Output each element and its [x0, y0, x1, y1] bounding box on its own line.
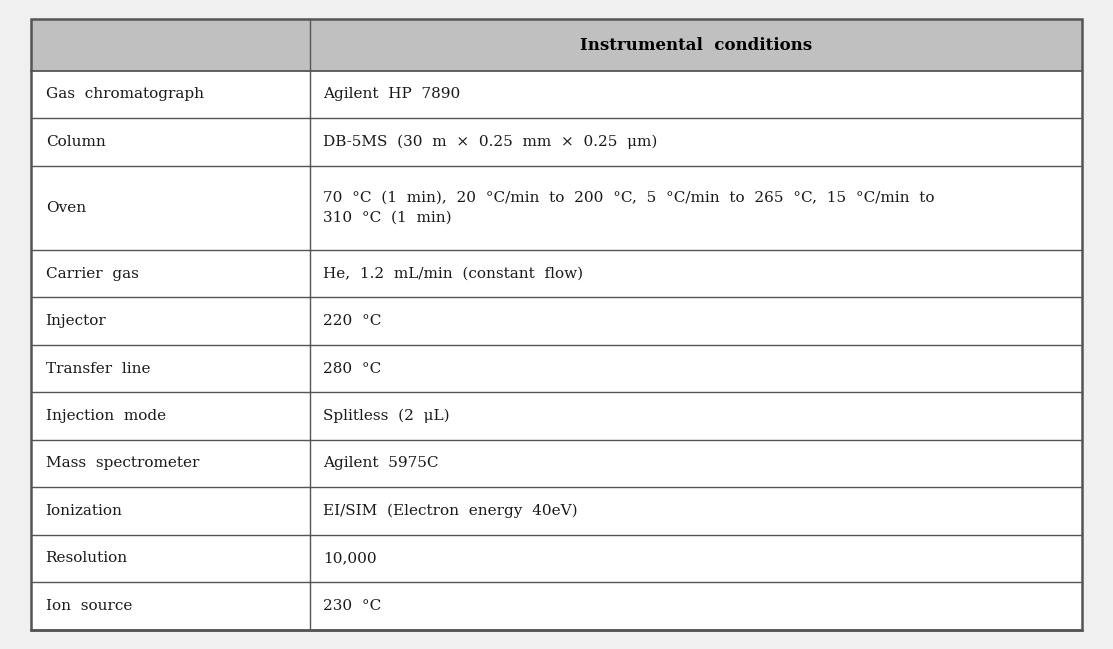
- Bar: [31, 440, 309, 487]
- Text: Injection  mode: Injection mode: [46, 409, 166, 423]
- Bar: [309, 392, 1082, 440]
- Text: Transfer  line: Transfer line: [46, 361, 150, 376]
- Text: Carrier  gas: Carrier gas: [46, 267, 138, 280]
- Text: EI/SIM  (Electron  energy  40eV): EI/SIM (Electron energy 40eV): [323, 504, 578, 518]
- Bar: [31, 345, 309, 392]
- Text: 280  °C: 280 °C: [323, 361, 381, 376]
- Bar: [31, 582, 309, 630]
- Text: Agilent  5975C: Agilent 5975C: [323, 456, 439, 471]
- Bar: [31, 392, 309, 440]
- Text: Gas  chromatograph: Gas chromatograph: [46, 88, 204, 101]
- Bar: [309, 19, 1082, 71]
- Bar: [309, 487, 1082, 535]
- Bar: [309, 297, 1082, 345]
- Bar: [31, 118, 309, 165]
- Text: Resolution: Resolution: [46, 552, 128, 565]
- Text: Agilent  HP  7890: Agilent HP 7890: [323, 88, 460, 101]
- Text: 70  °C  (1  min),  20  °C/min  to  200  °C,  5  °C/min  to  265  °C,  15  °C/min: 70 °C (1 min), 20 °C/min to 200 °C, 5 °C…: [323, 191, 935, 225]
- Text: Oven: Oven: [46, 201, 86, 215]
- Bar: [309, 582, 1082, 630]
- Bar: [31, 19, 309, 71]
- Text: Mass  spectrometer: Mass spectrometer: [46, 456, 199, 471]
- Text: 220  °C: 220 °C: [323, 314, 382, 328]
- Bar: [31, 535, 309, 582]
- Bar: [31, 487, 309, 535]
- Bar: [309, 250, 1082, 297]
- Text: Ionization: Ionization: [46, 504, 122, 518]
- Text: He,  1.2  mL/min  (constant  flow): He, 1.2 mL/min (constant flow): [323, 267, 583, 280]
- Text: 230  °C: 230 °C: [323, 599, 381, 613]
- Bar: [309, 165, 1082, 250]
- Text: 10,000: 10,000: [323, 552, 376, 565]
- Bar: [31, 71, 309, 118]
- Text: Splitless  (2  μL): Splitless (2 μL): [323, 409, 450, 423]
- Bar: [309, 345, 1082, 392]
- Bar: [309, 118, 1082, 165]
- Text: Column: Column: [46, 135, 106, 149]
- Text: Injector: Injector: [46, 314, 107, 328]
- Bar: [309, 71, 1082, 118]
- Bar: [309, 535, 1082, 582]
- Bar: [31, 297, 309, 345]
- Text: Ion  source: Ion source: [46, 599, 132, 613]
- Bar: [31, 250, 309, 297]
- Bar: [309, 440, 1082, 487]
- Bar: [31, 165, 309, 250]
- Text: Instrumental  conditions: Instrumental conditions: [580, 36, 811, 54]
- Text: DB-5MS  (30  m  ×  0.25  mm  ×  0.25  μm): DB-5MS (30 m × 0.25 mm × 0.25 μm): [323, 134, 658, 149]
